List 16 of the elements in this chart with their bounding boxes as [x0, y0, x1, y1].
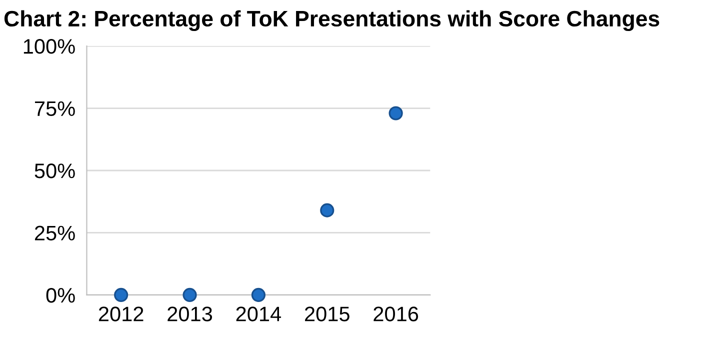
x-tick-label: 2015	[305, 306, 350, 322]
y-tick-label: 50%	[34, 164, 75, 178]
point	[388, 106, 403, 120]
x-tick-label: 2012	[98, 306, 144, 322]
y-tick-label: 75%	[35, 101, 75, 116]
x-tick-label: 2016	[374, 306, 418, 322]
point	[114, 288, 128, 302]
y-tick-label: 25%	[34, 226, 75, 240]
y-tick-label: 0%	[46, 288, 75, 303]
y-tick-label: 100%	[24, 39, 75, 54]
point	[182, 288, 197, 302]
point	[251, 288, 266, 302]
x-tick-label: 2013	[168, 306, 212, 322]
chart-title: Chart 2: Percentage of ToK Presentations with Score Changes	[4, 10, 660, 32]
point	[320, 203, 334, 218]
x-tick-label: 2014	[236, 306, 282, 322]
